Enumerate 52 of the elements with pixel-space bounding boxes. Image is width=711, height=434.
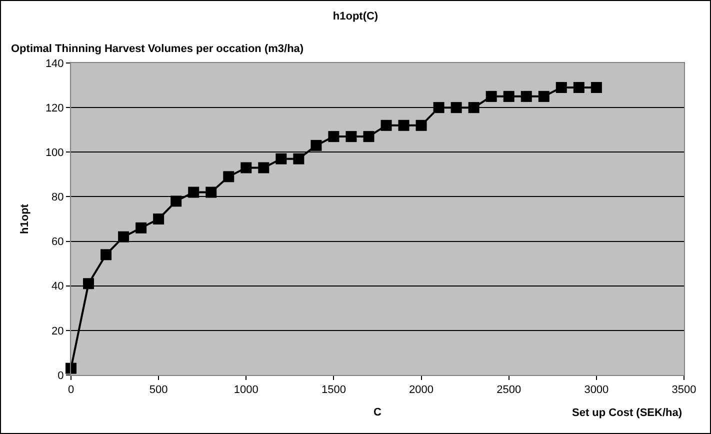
y-tick-label: 40: [52, 280, 64, 293]
point: [380, 120, 392, 131]
point: [468, 102, 480, 114]
point: [346, 131, 357, 142]
x-tick-label: 1500: [321, 384, 346, 396]
point: [363, 131, 374, 142]
point: [240, 162, 252, 174]
y-tick-label: 0: [58, 370, 64, 382]
point: [416, 120, 427, 131]
y-tick-label: 80: [52, 192, 64, 204]
point: [223, 171, 234, 182]
point: [398, 120, 410, 131]
point: [310, 140, 322, 151]
point: [153, 214, 164, 224]
x-tick-label: 1000: [234, 384, 258, 396]
x-tick-label: 3500: [672, 384, 696, 396]
point: [100, 249, 112, 260]
point: [293, 153, 304, 164]
point: [66, 362, 76, 374]
y-tick-label: 20: [52, 325, 64, 338]
x-axis-title: C: [374, 406, 382, 418]
x-tick-label: 2500: [496, 384, 522, 396]
point: [258, 162, 270, 174]
point: [503, 90, 514, 102]
point: [573, 82, 584, 94]
point: [118, 231, 130, 242]
x-tick-label: 500: [149, 384, 168, 396]
point: [206, 186, 217, 198]
point: [520, 90, 532, 102]
x-tick-label: 3000: [584, 384, 609, 396]
x-tick-label: 2000: [409, 384, 434, 396]
point: [136, 222, 147, 234]
point: [83, 278, 94, 290]
point: [590, 82, 602, 94]
x-tick-label: 0: [68, 384, 74, 396]
text: Set up Cost (SEK/ha): [572, 407, 682, 419]
y-tick-label: 100: [45, 146, 64, 159]
point: [486, 90, 497, 102]
point: [328, 131, 340, 142]
text: Optimal Thinning Harvest Volumes per occation (m3/ha): [11, 43, 304, 55]
y-tick-label: 60: [52, 236, 64, 248]
point: [188, 186, 200, 198]
y-tick-label: 120: [45, 102, 64, 114]
point: [433, 102, 444, 114]
point: [170, 196, 182, 207]
y-tick-label: 140: [45, 58, 64, 70]
point: [450, 102, 462, 114]
point: [556, 82, 567, 94]
chart-title: h1opt(C): [332, 10, 378, 22]
point: [276, 153, 287, 164]
point: [538, 90, 550, 102]
y-axis-title: h1opt: [19, 204, 32, 234]
